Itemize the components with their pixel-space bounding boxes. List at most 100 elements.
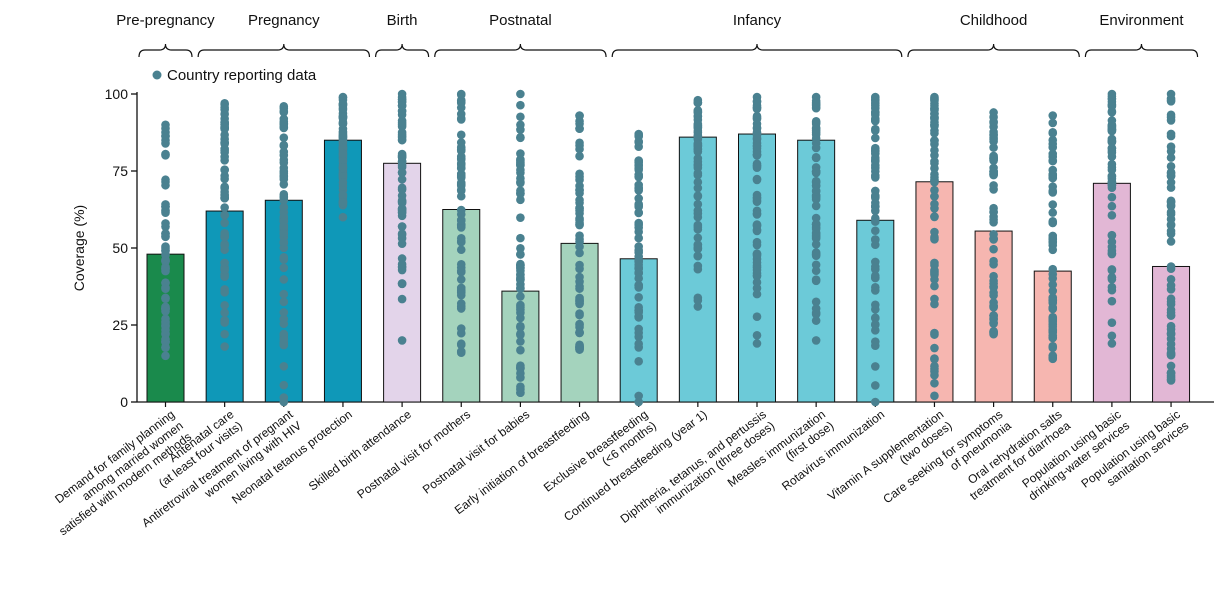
group-label: Birth <box>387 12 418 29</box>
country-point <box>338 162 348 172</box>
country-point <box>634 137 643 146</box>
country-point <box>1107 101 1117 111</box>
country-point <box>279 216 289 226</box>
country-point <box>752 141 762 151</box>
country-point <box>575 169 584 179</box>
country-point <box>516 165 525 175</box>
country-point <box>752 271 762 281</box>
country-point <box>989 212 998 222</box>
country-point <box>752 210 762 219</box>
country-point <box>220 183 229 193</box>
country-point <box>1048 264 1058 274</box>
country-point <box>811 240 821 249</box>
country-point <box>693 163 703 173</box>
country-point <box>516 112 525 122</box>
country-point <box>989 291 998 300</box>
country-point <box>161 294 170 303</box>
country-point <box>1048 304 1058 313</box>
country-point <box>634 131 643 140</box>
country-point <box>516 345 525 355</box>
country-point <box>456 172 466 181</box>
country-point <box>456 90 466 100</box>
country-point <box>516 275 525 284</box>
country-point <box>752 103 762 112</box>
country-point <box>279 158 289 168</box>
country-point <box>811 276 821 286</box>
country-point <box>811 118 821 127</box>
country-point <box>456 347 466 356</box>
country-point <box>575 310 584 320</box>
country-point <box>456 130 466 140</box>
country-point <box>1166 220 1176 229</box>
country-point <box>338 212 348 222</box>
country-point <box>1107 183 1117 193</box>
country-point <box>516 284 525 293</box>
country-point <box>575 195 584 205</box>
country-point <box>1166 95 1176 105</box>
group-brace <box>611 43 903 58</box>
country-point <box>930 192 939 201</box>
country-point <box>516 385 525 394</box>
country-point <box>397 118 407 127</box>
country-point <box>279 117 289 127</box>
country-point <box>456 138 466 147</box>
country-point <box>871 213 880 223</box>
x-tick-label: Skilled birth attendance <box>306 407 414 493</box>
country-point <box>693 147 703 156</box>
country-point <box>752 220 762 229</box>
country-point <box>1166 171 1176 181</box>
country-point <box>693 177 703 187</box>
country-point <box>220 308 229 317</box>
x-tick-label-line: Vitamin A supplementation <box>825 407 946 503</box>
country-point <box>930 378 939 388</box>
country-point <box>220 210 229 220</box>
country-point <box>456 328 466 338</box>
group-headers: Pre-pregnancy Pregnancy Birth Postnatal Infa… <box>116 12 1199 58</box>
country-point <box>516 100 525 110</box>
country-point <box>989 276 998 286</box>
country-point <box>456 114 466 123</box>
country-point <box>220 272 229 281</box>
country-point <box>397 336 407 345</box>
country-point <box>1107 296 1117 306</box>
group-brace <box>138 43 193 58</box>
country-point <box>161 219 170 228</box>
group-brace <box>375 43 430 58</box>
country-point <box>930 354 939 364</box>
country-point <box>516 243 525 253</box>
country-point <box>1048 273 1058 283</box>
country-point <box>456 340 466 350</box>
country-point <box>1166 361 1176 371</box>
country-point <box>516 156 525 165</box>
x-tick-labels: Demand for family planningamong married … <box>52 407 1191 538</box>
country-point <box>930 294 939 304</box>
country-point <box>1166 183 1176 192</box>
country-point <box>161 124 170 133</box>
country-point <box>930 281 939 291</box>
country-point <box>516 120 525 130</box>
country-point <box>1048 343 1058 353</box>
country-point <box>930 212 939 221</box>
country-point <box>989 319 998 328</box>
country-point <box>1166 237 1176 246</box>
country-point <box>811 250 821 259</box>
country-point <box>989 185 998 194</box>
country-point <box>161 232 170 242</box>
country-point <box>516 337 525 346</box>
country-point <box>161 180 170 190</box>
country-point <box>575 320 584 330</box>
country-point <box>279 308 289 317</box>
y-tick-label: 100 <box>105 86 129 102</box>
country-point <box>634 357 643 366</box>
country-point <box>693 264 703 274</box>
country-point <box>989 154 998 163</box>
country-point <box>456 191 466 201</box>
country-point <box>930 185 939 195</box>
country-point <box>634 183 643 193</box>
country-point <box>693 206 703 215</box>
country-point <box>516 368 525 378</box>
country-point <box>634 260 643 270</box>
country-point <box>220 152 229 162</box>
country-point <box>220 203 229 212</box>
country-point <box>871 381 880 390</box>
